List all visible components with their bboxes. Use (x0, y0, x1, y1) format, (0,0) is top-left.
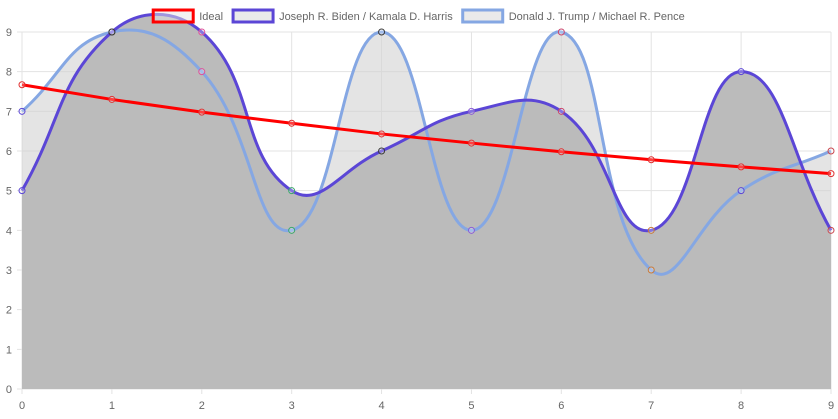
point-s1-2[interactable] (198, 28, 206, 36)
point-s1-3[interactable] (288, 187, 296, 195)
point-s2-0[interactable] (18, 107, 26, 115)
legend-label-0: Ideal (199, 11, 223, 23)
x-tick-label-4: 4 (378, 400, 384, 412)
legend-swatch-0 (151, 8, 195, 24)
point-s2-1[interactable] (108, 28, 116, 36)
point-s0-4[interactable] (378, 130, 386, 138)
point-s2-4[interactable] (378, 28, 386, 36)
point-s2-7[interactable] (647, 266, 655, 274)
point-s0-2[interactable] (198, 108, 206, 116)
point-s1-0[interactable] (18, 187, 26, 195)
point-s0-3[interactable] (288, 119, 296, 127)
point-s0-7[interactable] (647, 156, 655, 164)
legend-item-2[interactable]: Donald J. Trump / Michael R. Pence (461, 8, 685, 24)
x-tick-label-9: 9 (828, 400, 834, 412)
point-s1-4[interactable] (378, 147, 386, 155)
x-tick-label-2: 2 (199, 400, 205, 412)
point-s1-5[interactable] (467, 107, 475, 115)
point-s2-6[interactable] (557, 28, 565, 36)
axes: 0 1 2 3 4 5 6 7 8 9 0 1 2 3 4 5 6 7 8 9 (6, 27, 834, 412)
y-tick-label-1: 1 (6, 344, 12, 356)
point-s0-0[interactable] (18, 81, 26, 89)
point-s2-9[interactable] (827, 147, 835, 155)
legend-label-1: Joseph R. Biden / Kamala D. Harris (279, 11, 453, 23)
x-tick-label-5: 5 (468, 400, 474, 412)
area-fills (22, 14, 831, 390)
legend-item-0[interactable]: Ideal (151, 8, 223, 24)
y-tick-label-3: 3 (6, 265, 12, 277)
legend-swatch-2 (461, 8, 505, 24)
point-s1-7[interactable] (647, 226, 655, 234)
legend-item-1[interactable]: Joseph R. Biden / Kamala D. Harris (231, 8, 453, 24)
x-tick-label-0: 0 (19, 400, 25, 412)
x-tick-label-1: 1 (109, 400, 115, 412)
legend-label-2: Donald J. Trump / Michael R. Pence (509, 11, 685, 23)
y-tick-label-8: 8 (6, 67, 12, 79)
x-tick-label-6: 6 (558, 400, 564, 412)
legend-swatch-1 (231, 8, 275, 24)
point-s1-9[interactable] (827, 226, 835, 234)
series-fill-1 (22, 14, 831, 389)
point-s2-2[interactable] (198, 68, 206, 76)
point-s1-8[interactable] (737, 68, 745, 76)
y-tick-label-2: 2 (6, 305, 12, 317)
point-s2-8[interactable] (737, 187, 745, 195)
point-s0-5[interactable] (467, 139, 475, 147)
point-s2-5[interactable] (467, 226, 475, 234)
point-s0-6[interactable] (557, 148, 565, 156)
x-tick-label-7: 7 (648, 400, 654, 412)
point-s0-9[interactable] (827, 170, 835, 178)
point-s1-6[interactable] (557, 107, 565, 115)
series-line-2 (21, 28, 832, 276)
point-s0-1[interactable] (108, 95, 116, 103)
legend: Ideal Joseph R. Biden / Kamala D. Harris D… (151, 8, 685, 24)
y-tick-label-0: 0 (6, 384, 12, 396)
point-s2-3[interactable] (288, 226, 296, 234)
y-tick-label-9: 9 (6, 27, 12, 39)
data-points (18, 28, 835, 274)
x-tick-label-3: 3 (289, 400, 295, 412)
y-tick-label-7: 7 (6, 106, 12, 118)
point-s0-8[interactable] (737, 163, 745, 171)
y-tick-label-6: 6 (6, 146, 12, 158)
y-tick-label-5: 5 (6, 186, 12, 198)
y-tick-label-4: 4 (6, 225, 12, 237)
series-line-0 (21, 83, 832, 176)
x-tick-label-8: 8 (738, 400, 744, 412)
